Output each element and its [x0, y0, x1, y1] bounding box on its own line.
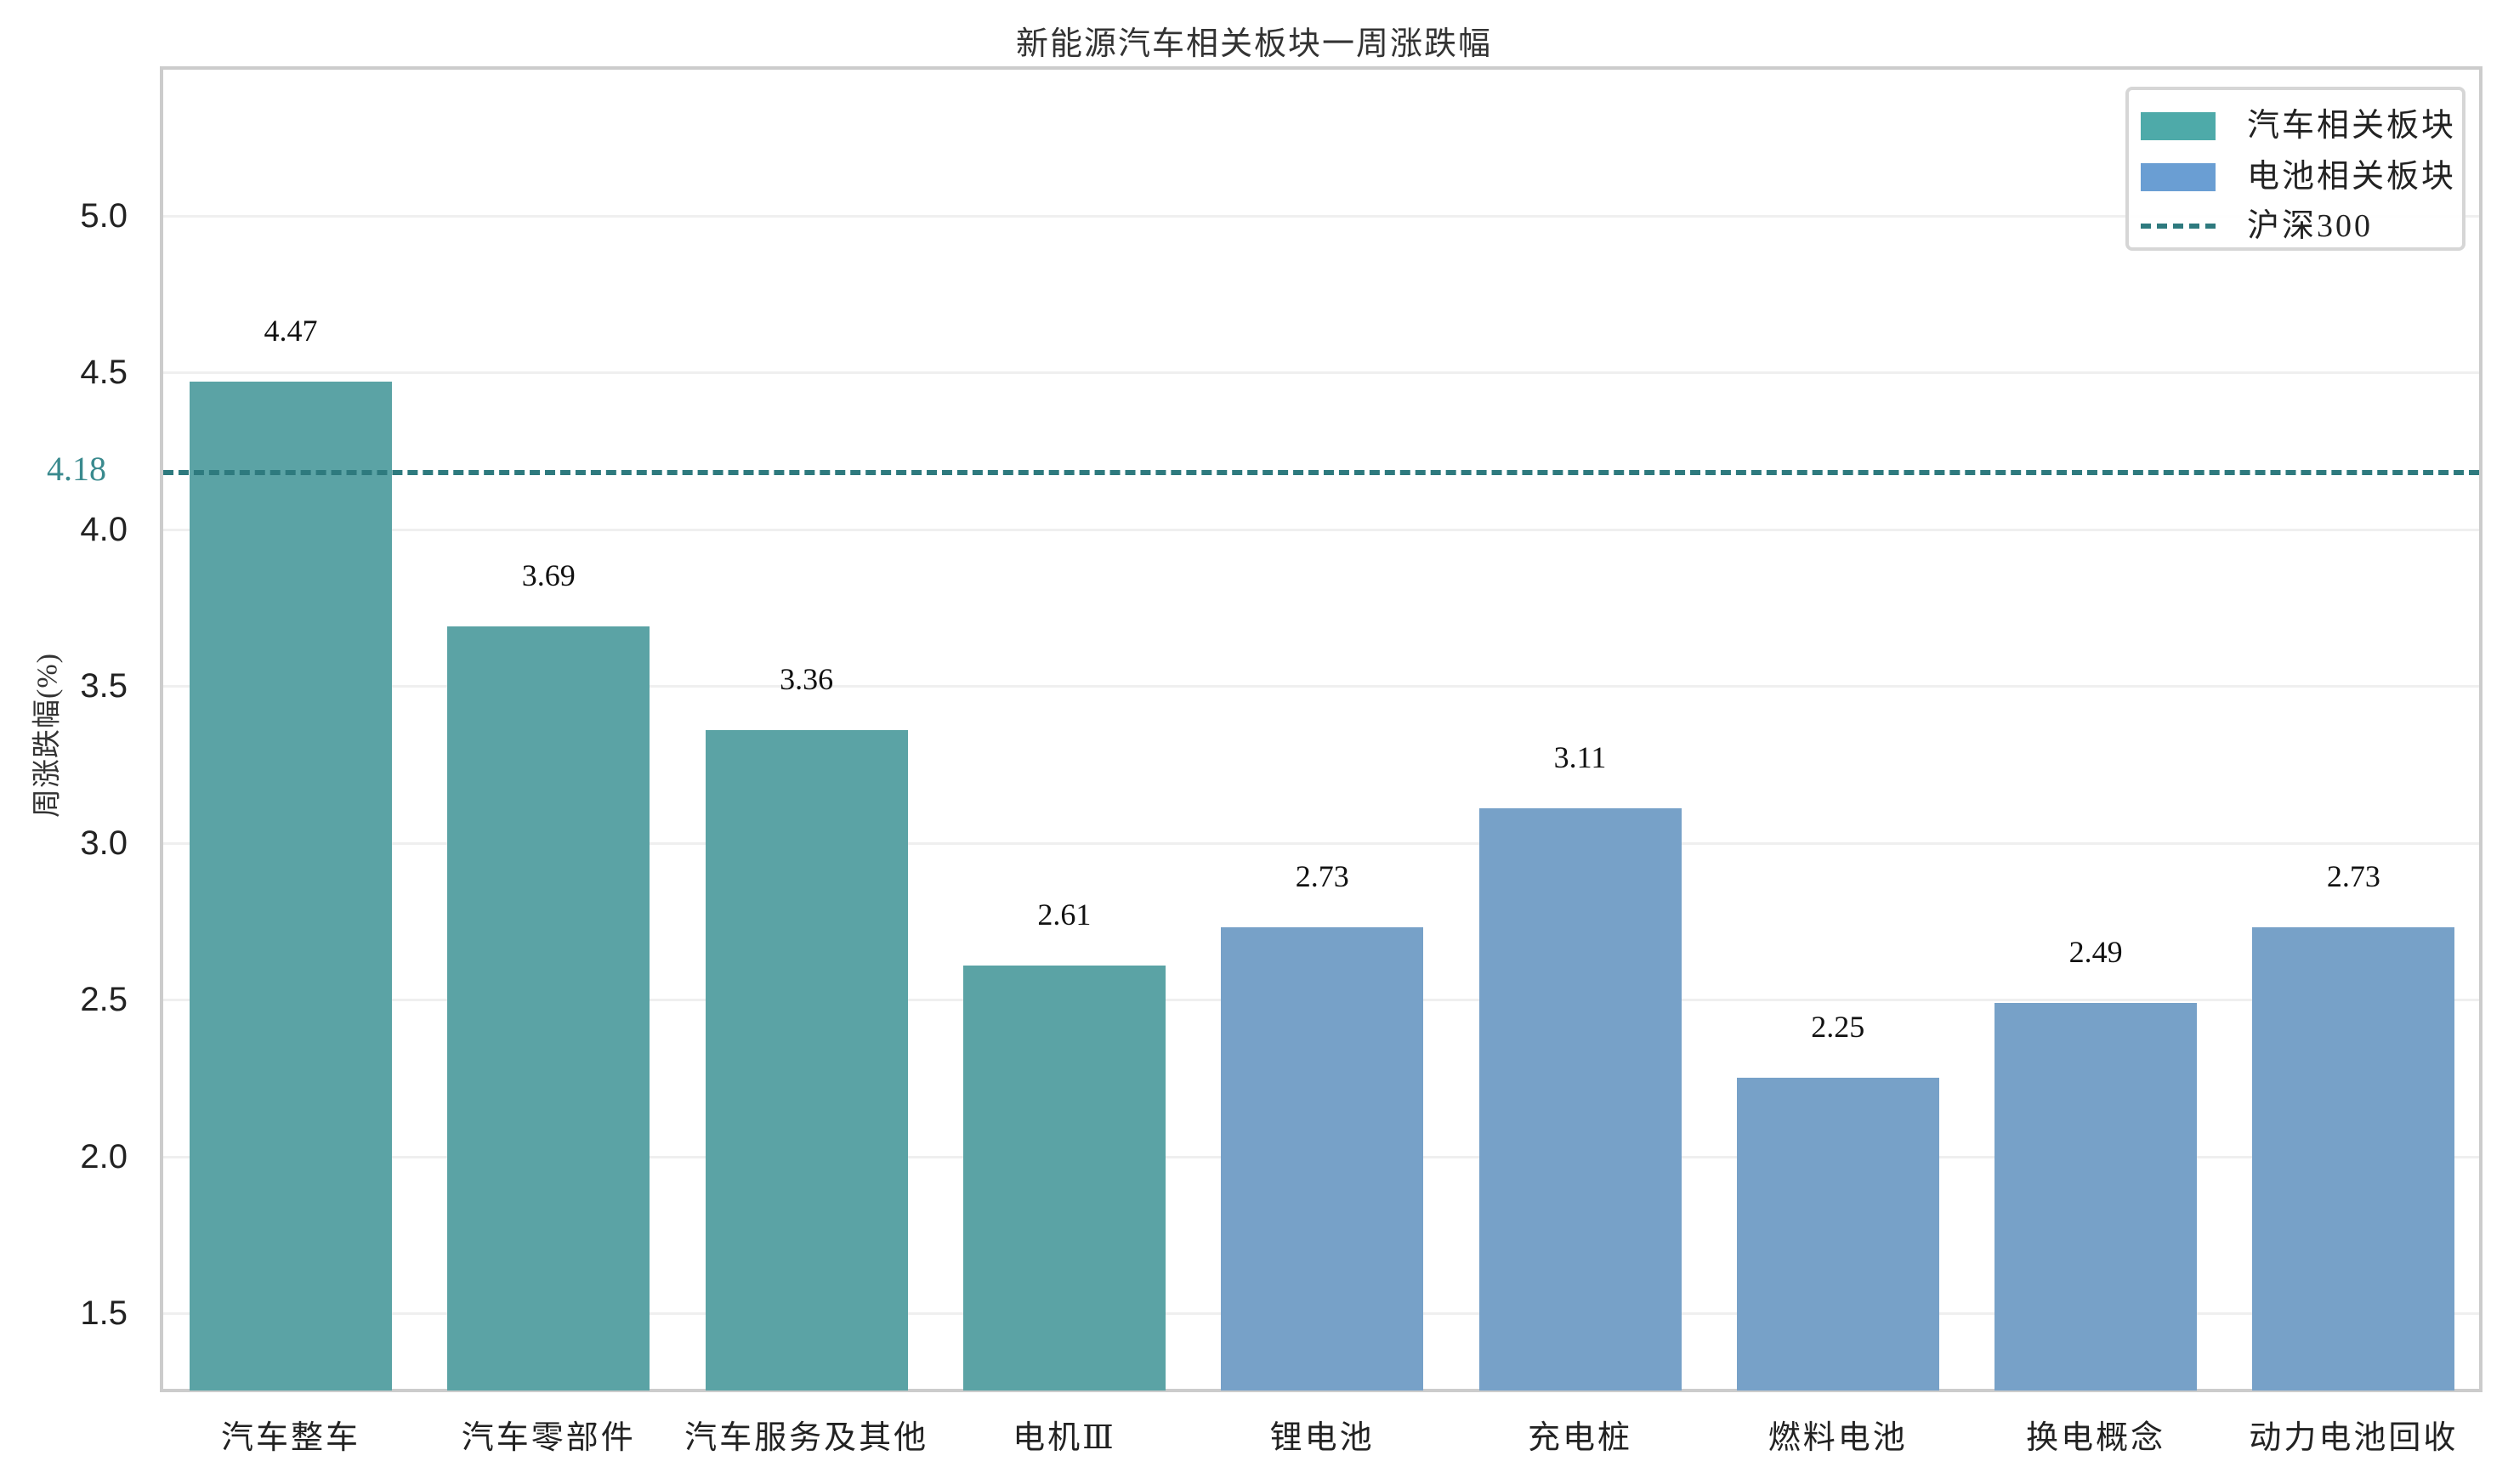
y-tick-label: 3.5 — [80, 667, 128, 705]
x-tick-label: 汽车零部件 — [461, 1420, 636, 1456]
bar — [1478, 808, 1682, 1391]
bar — [2252, 927, 2455, 1391]
bar — [705, 729, 908, 1391]
bar — [1994, 1002, 2198, 1391]
legend-label: 电池相关板块 — [2247, 159, 2457, 195]
gridline — [163, 528, 2479, 531]
benchmark-line — [163, 470, 2479, 476]
x-tick-label: 充电桩 — [1527, 1420, 1632, 1456]
y-tick-label: 4.5 — [80, 354, 128, 392]
legend-label: 汽车相关板块 — [2247, 108, 2457, 144]
y-axis-label: 周涨跌幅(%) — [31, 653, 64, 818]
bar-value-label: 4.47 — [264, 314, 318, 348]
x-tick-label: 电机Ⅲ — [1013, 1420, 1116, 1456]
x-tick-label: 换电概念 — [2026, 1420, 2166, 1456]
y-tick-label: 2.5 — [80, 981, 128, 1019]
legend-item-csi300: 沪深300 — [2141, 209, 2455, 243]
bar-value-label: 3.69 — [521, 558, 576, 593]
bar-value-label: 2.73 — [2326, 859, 2380, 894]
bar-value-label: 3.11 — [1553, 740, 1607, 775]
legend: 汽车相关板块 电池相关板块 沪深300 — [2125, 87, 2465, 251]
y-tick-label: 5.0 — [80, 196, 128, 235]
bar-value-label: 3.36 — [780, 661, 834, 696]
bar — [1736, 1078, 1939, 1391]
legend-label: 沪深300 — [2247, 208, 2374, 244]
legend-item-car: 汽车相关板块 — [2141, 109, 2455, 143]
bar-value-label: 2.73 — [1295, 859, 1349, 894]
bar-value-label: 2.61 — [1037, 897, 1092, 932]
bar — [1221, 927, 1424, 1391]
bar — [447, 626, 650, 1391]
y-tick-label: 1.5 — [80, 1294, 128, 1332]
y-tick-label: 4.0 — [80, 510, 128, 548]
dashed-line-icon — [2141, 224, 2216, 229]
x-tick-label: 燃料电池 — [1768, 1420, 1908, 1456]
benchmark-value-label: 4.18 — [47, 450, 106, 489]
gridline — [163, 841, 2479, 845]
gridline — [163, 214, 2479, 218]
x-tick-label: 动力电池回收 — [2249, 1420, 2459, 1456]
chart-title: 新能源汽车相关板块一周涨跌幅 — [1015, 26, 1492, 62]
x-tick-label: 汽车服务及其他 — [684, 1420, 929, 1456]
bar-value-label: 2.25 — [1811, 1010, 1865, 1045]
y-tick-label: 2.0 — [80, 1137, 128, 1175]
bar — [962, 965, 1166, 1391]
legend-swatch-battery — [2141, 163, 2216, 191]
bar-value-label: 2.49 — [2068, 934, 2123, 969]
legend-item-battery: 电池相关板块 — [2141, 160, 2455, 194]
bar — [190, 382, 392, 1391]
x-tick-label: 汽车整车 — [220, 1420, 360, 1456]
gridline — [163, 685, 2479, 688]
legend-swatch-car — [2141, 112, 2216, 140]
y-tick-label: 3.0 — [80, 824, 128, 862]
x-tick-label: 锂电池 — [1269, 1420, 1375, 1456]
gridline — [163, 371, 2479, 375]
